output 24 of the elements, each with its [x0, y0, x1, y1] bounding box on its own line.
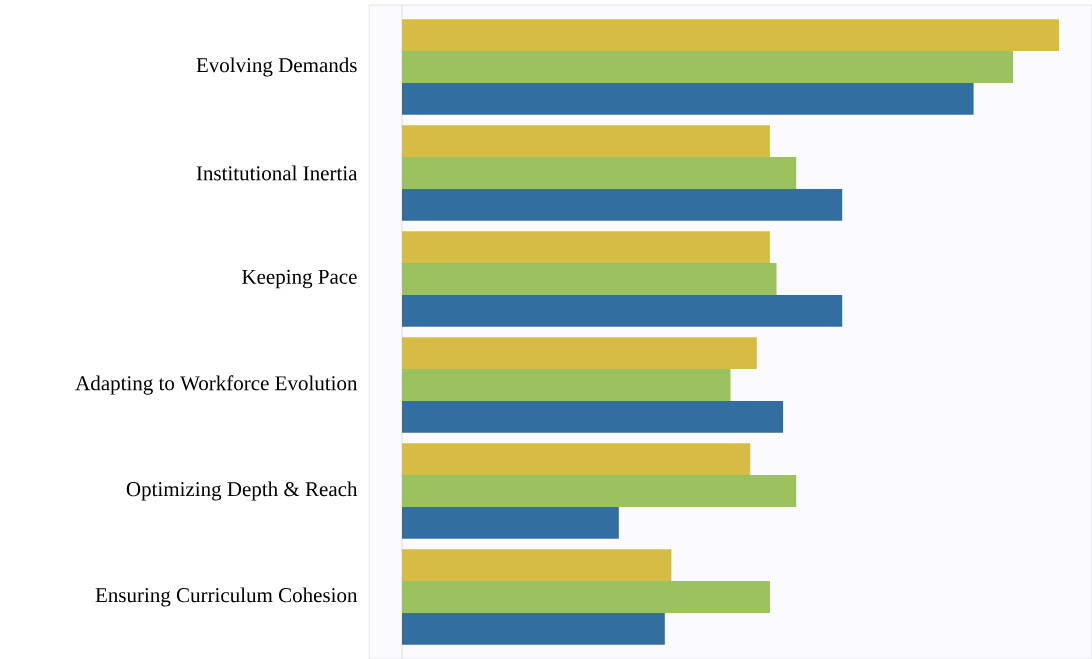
- bar: [402, 506, 619, 539]
- bar: [402, 475, 797, 507]
- bar: [402, 51, 1014, 83]
- y-tick-label: Optimizing Depth & Reach: [126, 481, 358, 501]
- y-tick-label: Evolving Demands: [196, 57, 357, 77]
- y-tick-label: Ensuring Curriculum Cohesion: [95, 587, 358, 607]
- bar: [402, 188, 843, 221]
- bar: [402, 82, 974, 115]
- bar: [402, 263, 777, 295]
- bar: [402, 19, 1060, 52]
- bar: [402, 400, 784, 433]
- bar: [402, 337, 757, 370]
- bar: [402, 549, 672, 582]
- y-tick-label: Institutional Inertia: [196, 165, 358, 181]
- bar: [402, 125, 770, 158]
- bar: [402, 443, 751, 476]
- bar: [402, 157, 797, 189]
- y-tick-label: Adapting to Workforce Evolution: [75, 375, 358, 395]
- y-tick-label: Keeping Pace: [242, 269, 357, 289]
- bar: [402, 369, 731, 401]
- bar: [402, 294, 843, 327]
- bar: [402, 612, 665, 645]
- bar: [402, 581, 770, 613]
- bar: [402, 231, 770, 264]
